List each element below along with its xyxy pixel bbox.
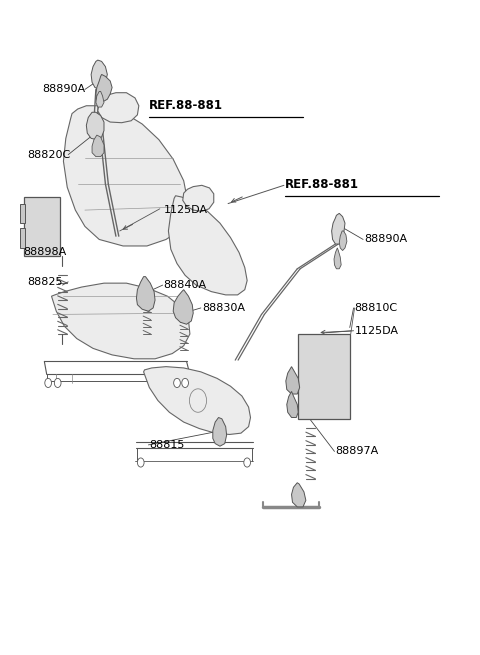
FancyBboxPatch shape xyxy=(298,334,350,419)
Circle shape xyxy=(45,379,51,388)
Polygon shape xyxy=(96,92,104,107)
Polygon shape xyxy=(173,290,193,324)
Text: 88815: 88815 xyxy=(149,440,185,450)
Circle shape xyxy=(244,458,251,467)
Polygon shape xyxy=(98,93,139,122)
Polygon shape xyxy=(136,276,155,311)
Polygon shape xyxy=(51,283,190,359)
Text: 1125DA: 1125DA xyxy=(164,205,208,215)
Text: 88897A: 88897A xyxy=(336,447,379,457)
Text: REF.88-881: REF.88-881 xyxy=(285,178,360,191)
Polygon shape xyxy=(183,185,214,212)
Text: 88898A: 88898A xyxy=(23,248,66,257)
Polygon shape xyxy=(291,483,306,507)
Polygon shape xyxy=(287,392,298,417)
Polygon shape xyxy=(96,75,112,102)
Text: 88820C: 88820C xyxy=(28,149,71,160)
Text: 88890A: 88890A xyxy=(42,84,85,94)
Text: 88825: 88825 xyxy=(28,277,63,287)
Text: REF.88-881: REF.88-881 xyxy=(149,100,223,112)
Polygon shape xyxy=(91,60,108,90)
Circle shape xyxy=(54,379,61,388)
FancyBboxPatch shape xyxy=(24,197,60,255)
Text: 88830A: 88830A xyxy=(202,303,245,313)
Polygon shape xyxy=(86,112,104,140)
Text: 88840A: 88840A xyxy=(164,280,207,290)
Polygon shape xyxy=(63,105,188,246)
Polygon shape xyxy=(334,248,341,269)
Polygon shape xyxy=(332,214,345,244)
Text: 1125DA: 1125DA xyxy=(355,326,398,336)
Polygon shape xyxy=(286,367,300,394)
Polygon shape xyxy=(168,196,247,295)
Polygon shape xyxy=(339,231,347,251)
Polygon shape xyxy=(144,367,251,434)
Circle shape xyxy=(182,379,189,388)
FancyBboxPatch shape xyxy=(20,229,25,248)
FancyBboxPatch shape xyxy=(20,204,25,223)
Polygon shape xyxy=(92,135,104,157)
Text: 88890A: 88890A xyxy=(364,234,407,244)
Polygon shape xyxy=(213,417,227,446)
Text: 88810C: 88810C xyxy=(355,303,397,313)
Circle shape xyxy=(137,458,144,467)
Circle shape xyxy=(174,379,180,388)
